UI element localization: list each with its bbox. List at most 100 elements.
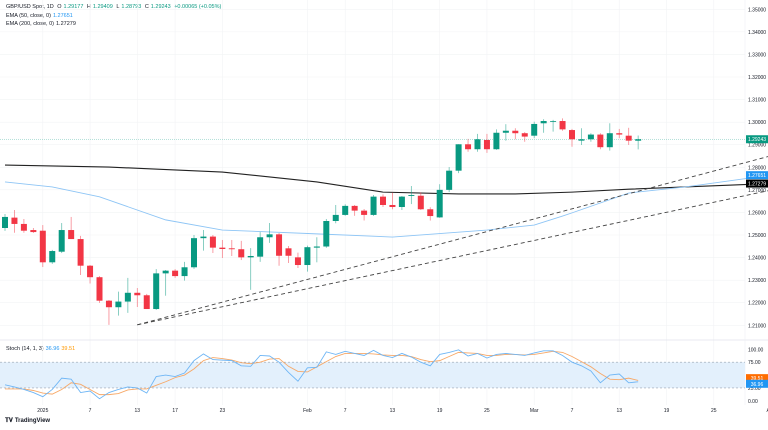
date-tick-label: 23 (220, 408, 226, 414)
stoch-k-line (4, 349, 639, 400)
stoch-band (0, 362, 745, 388)
stoch-d-label-bg (746, 374, 768, 383)
price-tick-label: 1.29000 (748, 143, 766, 149)
candle-body (87, 265, 94, 278)
price-tick-label: 1.24000 (748, 256, 766, 262)
close-value: 1.29243 (150, 4, 171, 10)
date-tick-label: 25 (711, 408, 717, 414)
candle-body (143, 295, 150, 310)
candle-body (550, 121, 557, 122)
candle-body (569, 130, 575, 140)
ema200-legend[interactable]: EMA (200, close, 0) 1.27279 (6, 21, 76, 27)
candle-body (20, 223, 27, 231)
stoch-k-value: 36.96 (45, 346, 60, 352)
candle-body (200, 236, 207, 239)
candle-body (531, 123, 538, 136)
change-value: +0.00065 (+0.05%) (174, 4, 222, 10)
candle-body (68, 230, 75, 240)
candle-body (153, 273, 160, 310)
candle-body (39, 230, 46, 263)
tradingview-logo-icon: 𝐓𝐕 (5, 418, 13, 424)
date-tick-label: Mar (530, 408, 539, 414)
candle-body (2, 216, 8, 229)
stoch-k-label-bg (746, 379, 768, 388)
candle-body (370, 196, 377, 215)
candle-body (483, 139, 490, 150)
candle-body (266, 234, 273, 238)
candle-body (502, 130, 509, 133)
stoch-d-value: 39.51 (61, 346, 76, 352)
symbol-legend: GBP/USD Spot, 1D O 1.29177 H 1.29409 L 1.28… (6, 4, 222, 10)
candle-body (172, 270, 179, 277)
date-tick-label: 19 (664, 408, 670, 414)
candle-body (427, 209, 434, 217)
candle-body (540, 121, 547, 124)
stoch-tick-label: 25.00 (748, 386, 761, 392)
candle-body (625, 135, 632, 141)
stoch-tick-label: 100.00 (748, 347, 764, 353)
price-tick-label: 1.27000 (748, 188, 766, 194)
tradingview-logo[interactable]: 𝐓𝐕 TradingView (5, 418, 51, 424)
price-tick-label: 1.21000 (748, 323, 766, 329)
price-tick-label: 1.34000 (748, 30, 766, 36)
candle-body (635, 139, 642, 141)
date-tick-label: 7 (89, 408, 92, 414)
candle-body (417, 195, 424, 210)
candle-body (58, 230, 65, 252)
stoch-d-line (5, 350, 639, 396)
candle-body (559, 121, 566, 130)
candle-body (96, 277, 103, 301)
candle-body (455, 144, 462, 171)
ema50-price-label-bg (746, 171, 768, 180)
ema200-price-label: 1.27279 (748, 182, 766, 188)
candle-body (465, 144, 472, 150)
candle-body (115, 301, 122, 308)
last-price-label: 1.29243 (748, 137, 766, 143)
candle-body (105, 300, 112, 308)
candle-body (323, 221, 330, 247)
candle-body (219, 247, 226, 249)
candle-body (616, 133, 623, 135)
price-tick-label: 1.32000 (748, 75, 766, 81)
price-tick-label: 1.22000 (748, 301, 766, 307)
ema50-price-label: 1.27651 (748, 173, 766, 179)
candle-body (398, 196, 405, 208)
candle-body (436, 189, 443, 218)
candle-body (493, 132, 500, 150)
stoch-legend[interactable]: Stoch (14, 1, 3) 36.96 39.51 (6, 346, 76, 352)
stoch-d-label: 39.51 (751, 376, 764, 382)
candle-body (351, 205, 358, 211)
price-tick-label: 1.31000 (748, 98, 766, 104)
date-tick-label: Feb (303, 408, 312, 414)
candle-body (361, 210, 368, 215)
candle-body (276, 234, 283, 256)
candle-body (389, 204, 396, 208)
candle-body (332, 214, 339, 222)
price-tick-label: 1.28000 (748, 165, 766, 171)
ema50-value: 1.27651 (52, 13, 73, 19)
date-tick-label: 7 (571, 408, 574, 414)
candle-body (304, 247, 311, 266)
ema50-legend[interactable]: EMA (50, close, 0) 1.27651 (6, 13, 73, 19)
date-tick-label: Apr (767, 408, 768, 414)
candle-body (408, 195, 415, 196)
candle-body (342, 205, 349, 215)
high-value: 1.29409 (92, 4, 113, 10)
candle-body (474, 139, 481, 150)
candle-body (11, 217, 18, 224)
date-tick-label: 2025 (37, 408, 48, 414)
stoch-tick-label: 0.00 (748, 399, 758, 405)
price-tick-label: 1.35000 (748, 7, 766, 13)
price-tick-label: 1.23000 (748, 278, 766, 284)
stoch-k-label: 36.96 (751, 382, 764, 388)
candle-body (238, 249, 245, 258)
candle-body (77, 239, 84, 266)
date-tick-label: 7 (344, 408, 347, 414)
ema200-value: 1.27279 (56, 21, 76, 27)
trendline (137, 156, 768, 326)
price-tick-label: 1.25000 (748, 233, 766, 239)
price-tick-label: 1.33000 (748, 52, 766, 58)
candle-body (181, 267, 188, 277)
candle-body (512, 130, 519, 134)
